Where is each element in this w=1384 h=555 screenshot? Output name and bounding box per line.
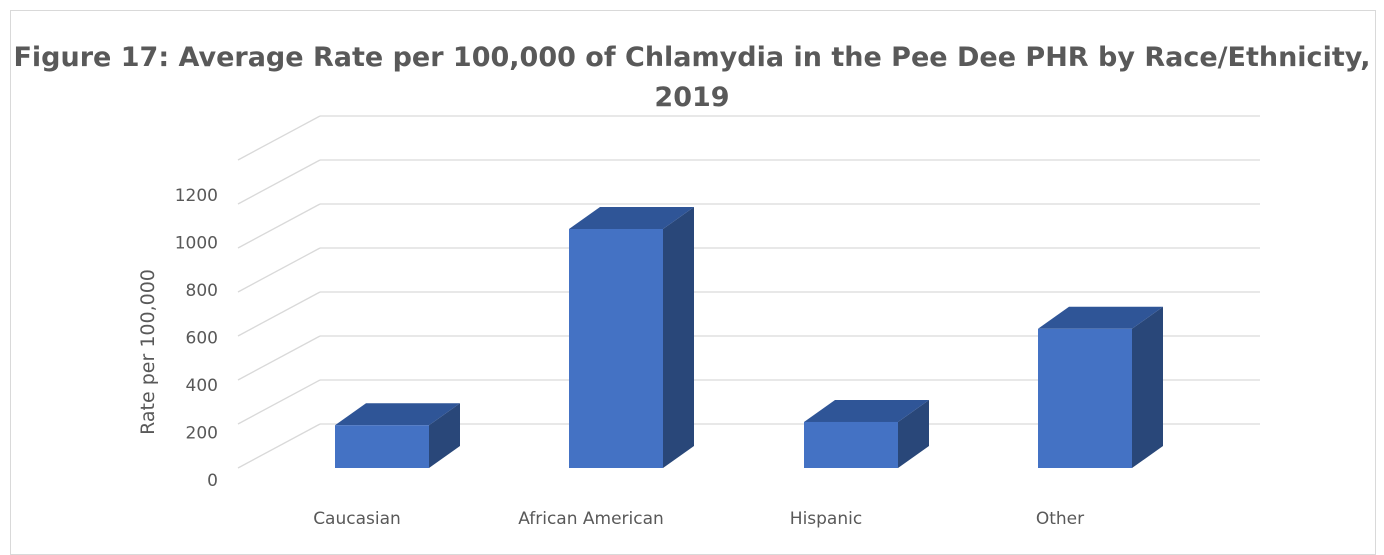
chart-title: Figure 17: Average Rate per 100,000 of C…: [13, 42, 1371, 113]
bar-side: [898, 399, 929, 468]
bar-front: [335, 425, 429, 468]
y-tick-label: 0: [207, 471, 218, 491]
gridline-diagonal: [237, 379, 321, 425]
gridline-diagonal: [237, 115, 321, 161]
y-tick-label: 200: [186, 424, 218, 444]
bars: [335, 207, 1163, 468]
bar-side: [429, 403, 460, 468]
x-category-label: Other: [1036, 509, 1084, 529]
bar-front: [804, 421, 898, 468]
y-tick-label: 400: [186, 376, 218, 396]
gridline-diagonal: [237, 423, 321, 469]
bar: [335, 403, 460, 468]
bar: [804, 399, 929, 468]
x-category-label: Hispanic: [790, 509, 862, 529]
bar-top: [335, 403, 460, 426]
bar-top: [569, 207, 694, 229]
bar-top: [804, 399, 929, 422]
x-axis-categories: Caucasian African American Hispanic Other: [313, 509, 1084, 529]
gridline-diagonal: [237, 247, 321, 293]
bar: [569, 207, 694, 468]
bar-side: [663, 207, 694, 468]
y-tick-label: 800: [186, 281, 218, 301]
y-axis-ticks: 0 200 400 600 800 1000 1200: [175, 186, 218, 491]
bar: [1038, 306, 1163, 468]
x-category-label: Caucasian: [313, 509, 401, 529]
gridlines: [237, 115, 1260, 469]
gridline-diagonal: [237, 203, 321, 249]
gridline-diagonal: [237, 335, 321, 381]
bar-front: [569, 229, 663, 468]
bar-side: [1132, 306, 1163, 468]
bar-top: [1038, 306, 1163, 329]
y-axis-title: Rate per 100,000: [137, 269, 159, 435]
y-tick-label: 1200: [175, 186, 218, 206]
gridline-diagonal: [237, 291, 321, 337]
y-tick-label: 600: [186, 329, 218, 349]
x-category-label: African American: [518, 509, 664, 529]
bar-front: [1038, 328, 1132, 468]
gridline-diagonal: [237, 159, 321, 205]
y-tick-label: 1000: [175, 234, 218, 254]
